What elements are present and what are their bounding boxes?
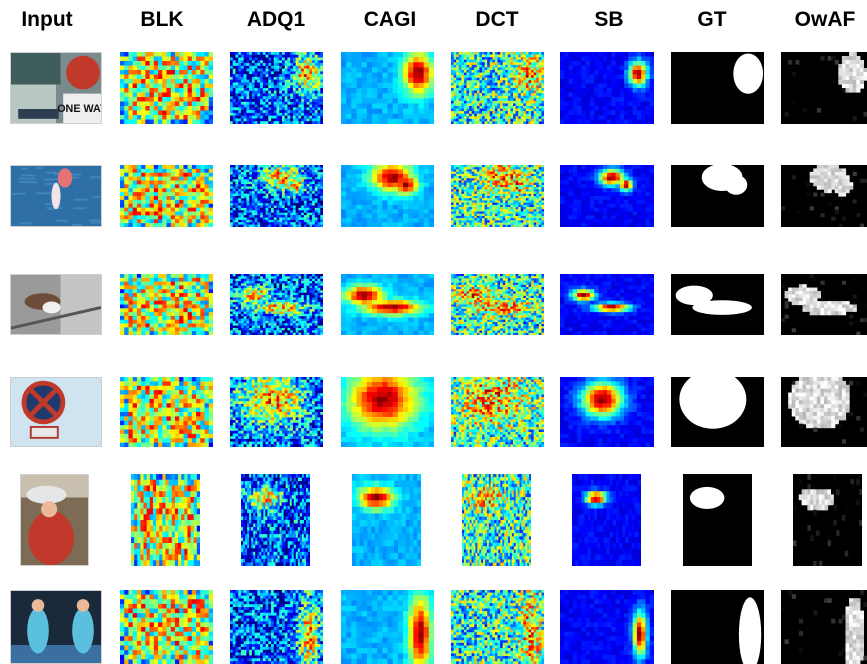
cell-r1-blk xyxy=(120,52,213,124)
header-adq1: ADQ1 xyxy=(246,8,306,31)
cell-r4-adq1 xyxy=(230,377,323,447)
cell-r4-cagi xyxy=(341,377,434,447)
cell-r1-cagi xyxy=(341,52,434,124)
cell-r3-cagi xyxy=(341,274,434,335)
cell-r1-sb xyxy=(560,52,654,124)
cell-r2-gt xyxy=(671,165,764,227)
header-cagi: CAGI xyxy=(363,8,417,31)
cell-r4-blk xyxy=(120,377,213,447)
cell-r5-gt xyxy=(683,474,752,566)
cell-r6-input xyxy=(10,590,102,664)
cell-r6-adq1 xyxy=(230,590,323,664)
header-dct: DCT xyxy=(475,8,519,31)
cell-r3-blk xyxy=(120,274,213,335)
cell-r2-dct xyxy=(451,165,544,227)
cell-r5-blk xyxy=(131,474,200,566)
cell-r5-input xyxy=(20,474,89,566)
cell-r3-dct xyxy=(451,274,544,335)
cell-r6-gt xyxy=(671,590,764,664)
cell-r3-sb xyxy=(560,274,654,335)
cell-r2-owaf xyxy=(781,165,867,227)
header-gt: GT xyxy=(697,8,727,31)
cell-r3-adq1 xyxy=(230,274,323,335)
header-blk: BLK xyxy=(140,8,184,31)
cell-r4-sb xyxy=(560,377,654,447)
cell-r3-owaf xyxy=(781,274,867,335)
cell-r5-cagi xyxy=(352,474,421,566)
cell-r6-owaf xyxy=(781,590,867,664)
cell-r5-sb xyxy=(572,474,641,566)
cell-r3-gt xyxy=(671,274,764,335)
header-input: Input xyxy=(21,8,73,31)
cell-r4-gt xyxy=(671,377,764,447)
cell-r6-blk xyxy=(120,590,213,664)
cell-r4-input xyxy=(10,377,102,447)
cell-r5-dct xyxy=(462,474,531,566)
cell-r5-owaf xyxy=(793,474,862,566)
cell-r4-dct xyxy=(451,377,544,447)
cell-r1-gt xyxy=(671,52,764,124)
cell-r4-owaf xyxy=(781,377,867,447)
header-sb: SB xyxy=(594,8,624,31)
cell-r6-dct xyxy=(451,590,544,664)
cell-r2-adq1 xyxy=(230,165,323,227)
cell-r2-blk xyxy=(120,165,213,227)
cell-r6-cagi xyxy=(341,590,434,664)
cell-r1-input: ONE WAY xyxy=(10,52,102,124)
cell-r1-adq1 xyxy=(230,52,323,124)
cell-r2-sb xyxy=(560,165,654,227)
cell-r2-input xyxy=(10,165,102,227)
cell-r2-cagi xyxy=(341,165,434,227)
cell-r1-owaf xyxy=(781,52,867,124)
cell-r3-input xyxy=(10,274,102,335)
cell-r6-sb xyxy=(560,590,654,664)
header-owaf: OwAF xyxy=(794,8,856,31)
cell-r1-dct xyxy=(451,52,544,124)
cell-r5-adq1 xyxy=(241,474,310,566)
sign-text: ONE WAY xyxy=(57,103,101,115)
